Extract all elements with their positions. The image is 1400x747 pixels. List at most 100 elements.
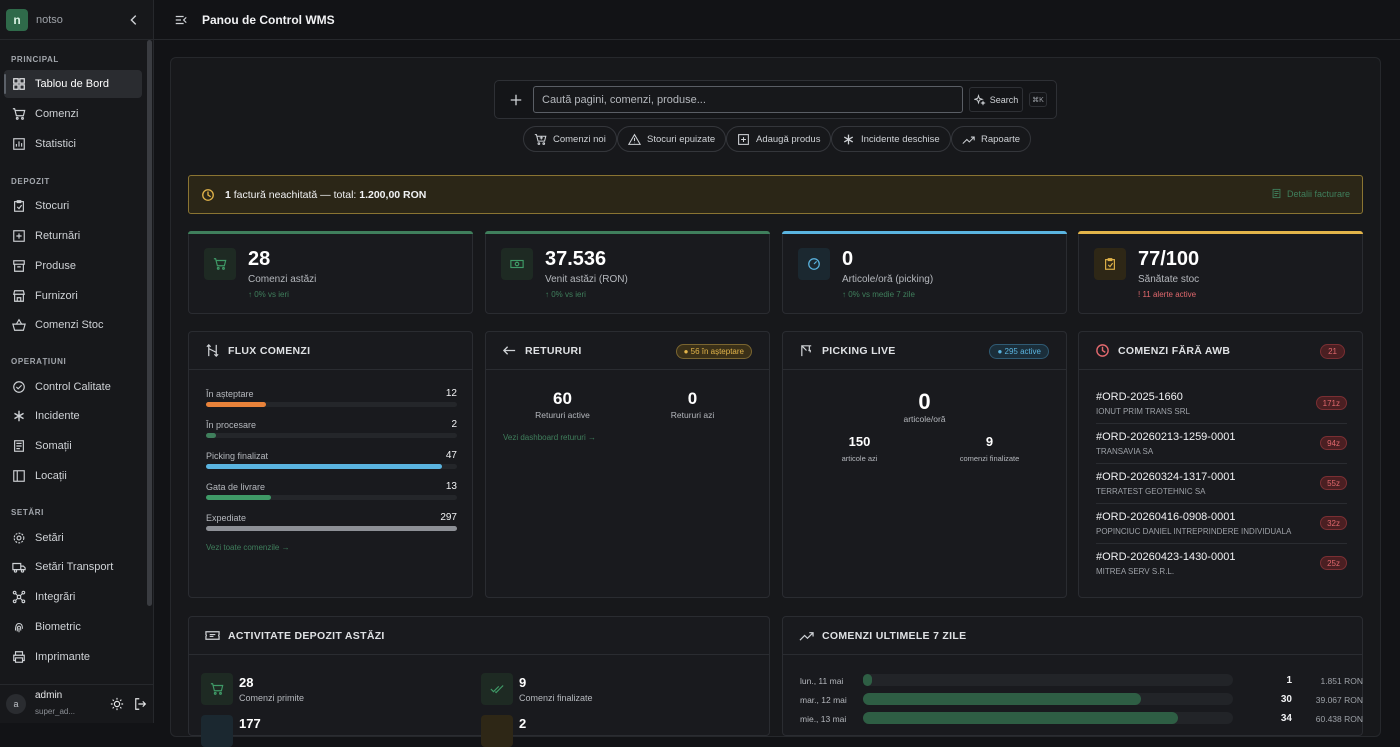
flow-row[interactable]: În procesare 2 — [206, 419, 457, 438]
avatar[interactable]: a — [6, 694, 26, 714]
awb-count-badge: 21 — [1320, 344, 1345, 359]
awb-order-row[interactable]: #ORD-20260423-1430-0001 MITREA SERV S.R.… — [1096, 544, 1347, 584]
sidebar-item-label: Returnări — [35, 230, 81, 242]
brand-logo[interactable]: n — [6, 8, 28, 31]
awb-order-row[interactable]: #ORD-2025-1660 IONUT PRIM TRANS SRL 171z — [1096, 384, 1347, 424]
quick-action-stocuri-epuizate[interactable]: Stocuri epuizate — [617, 126, 727, 152]
card-title: PICKING LIVE — [822, 344, 896, 357]
day-fill — [863, 693, 1141, 705]
sidebar-item-integrari[interactable]: Integrări — [4, 583, 142, 611]
order-age-badge: 25z — [1320, 556, 1347, 570]
return-box-icon — [13, 230, 25, 242]
awb-order-row[interactable]: #ORD-20260416-0908-0001 POPINCIUC DANIEL… — [1096, 504, 1347, 544]
kpi-revenue-today[interactable]: 37.536 Venit astăzi (RON) ↑ 0% vs ieri — [485, 231, 770, 314]
chevron-left-icon[interactable] — [127, 13, 141, 27]
top-bar: Panou de Control WMS — [154, 0, 1400, 40]
search-input[interactable] — [533, 86, 963, 113]
sidebar-item-imprimante[interactable]: Imprimante — [4, 643, 142, 671]
sun-icon[interactable] — [110, 697, 124, 711]
clipboard-check-icon — [1105, 258, 1115, 270]
sidebar-item-comenzi[interactable]: Comenzi — [4, 100, 142, 128]
active-returns-value: 60 — [553, 389, 572, 408]
activity-icon-wrap — [201, 715, 233, 747]
section-operatiuni: OPERAȚIUNI — [11, 357, 67, 366]
sidebar-item-control-calitate[interactable]: Control Calitate — [4, 373, 142, 401]
quick-action-adauga-produs[interactable]: Adaugă produs — [726, 126, 832, 152]
sidebar-nav[interactable]: PRINCIPAL Tablou de Bord Comenzi Statist… — [0, 40, 154, 684]
kpi-accent-bar — [782, 231, 1067, 234]
sidebar-toggle-icon[interactable] — [174, 13, 188, 27]
brand-name: notso — [36, 13, 63, 26]
returns-dashboard-link[interactable]: Vezi dashboard retururi → — [503, 433, 596, 442]
order-flow-card: FLUX COMENZI În așteptare 12 În procesar… — [188, 331, 473, 598]
sidebar-item-setari[interactable]: Setări — [4, 524, 142, 552]
sidebar-item-tablou-de-bord[interactable]: Tablou de Bord — [4, 70, 142, 98]
arrow-back-icon — [502, 346, 516, 355]
awb-order-row[interactable]: #ORD-20260324-1317-0001 TERRATEST GEOTEH… — [1096, 464, 1347, 504]
kpi-orders-today[interactable]: 28 Comenzi astăzi ↑ 0% vs ieri — [188, 231, 473, 314]
fingerprint-icon — [14, 622, 24, 633]
chart-icon — [13, 138, 25, 150]
picking-live-card: PICKING LIVE ● 295 active 0 articole/oră… — [782, 331, 1067, 598]
plus-icon[interactable] — [509, 93, 523, 107]
sidebar-item-setari-transport[interactable]: Setări Transport — [4, 553, 142, 581]
awb-order-row[interactable]: #ORD-20260213-1259-0001 TRANSAVIA SA 94z — [1096, 424, 1347, 464]
logout-icon[interactable] — [134, 697, 148, 711]
activity-label: Comenzi primite — [239, 693, 305, 703]
activity-value: 177 — [239, 716, 261, 731]
kpi-stock-health[interactable]: 77/100 Sănătate stoc ! 11 alerte active — [1078, 231, 1363, 314]
sidebar-item-furnizori[interactable]: Furnizori — [4, 282, 142, 310]
quick-action-incidente-deschise[interactable]: Incidente deschise — [831, 126, 951, 152]
quick-action-label: Stocuri epuizate — [647, 133, 716, 145]
today-returns-label: Retururi azi — [670, 410, 715, 420]
flow-label: În procesare — [206, 420, 257, 430]
sidebar-item-locatii[interactable]: Locații — [4, 462, 142, 490]
day-row[interactable]: lun., 11 mai 1 1.851 RON — [800, 674, 1363, 690]
search-button[interactable]: Search — [969, 87, 1023, 112]
view-all-orders-link[interactable]: Vezi toate comenzile → — [206, 543, 290, 552]
sidebar-item-comenzi-stoc[interactable]: Comenzi Stoc — [4, 311, 142, 339]
sidebar-item-stocuri[interactable]: Stocuri — [4, 192, 142, 220]
flow-label: Expediate — [206, 513, 247, 523]
day-row[interactable]: mar., 12 mai 30 39.067 RON — [800, 693, 1363, 709]
flow-row[interactable]: Expediate 297 — [206, 512, 457, 531]
alert-count: 1 — [225, 188, 231, 201]
day-track — [863, 674, 1233, 686]
sidebar-item-returnari[interactable]: Returnări — [4, 222, 142, 250]
kpi-value: 37.536 — [545, 248, 607, 270]
sidebar-item-statistici[interactable]: Statistici — [4, 130, 142, 158]
kpi-label: Venit astăzi (RON) — [545, 274, 628, 285]
sidebar: n notso PRINCIPAL Tablou de Bord Comenzi… — [0, 0, 154, 723]
archive-icon — [13, 260, 25, 272]
flow-label: Gata de livrare — [206, 482, 266, 492]
sidebar-item-produse[interactable]: Produse — [4, 252, 142, 280]
quick-action-label: Comenzi noi — [553, 133, 606, 145]
card-header: RETURURI — [486, 332, 769, 370]
picked-items-label: articole azi — [841, 454, 878, 463]
sidebar-scrollbar[interactable] — [147, 40, 152, 606]
sidebar-item-label: Comenzi — [35, 108, 79, 120]
sidebar-item-incidente[interactable]: Incidente — [4, 402, 142, 430]
sidebar-item-somatii[interactable]: Somații — [4, 432, 142, 460]
flow-count: 297 — [440, 512, 457, 523]
kpi-picking-rate[interactable]: 0 Articole/oră (picking) ↑ 0% vs medie 7… — [782, 231, 1067, 314]
sidebar-item-biometric[interactable]: Biometric — [4, 613, 142, 641]
cart-icon — [213, 258, 227, 270]
activity-label: Comenzi finalizate — [519, 693, 593, 703]
billing-details-link[interactable]: Detalii facturare — [1271, 188, 1350, 199]
flow-row[interactable]: Picking finalizat 47 — [206, 450, 457, 469]
day-row[interactable]: mie., 13 mai 34 60.438 RON — [800, 712, 1363, 728]
orders-without-awb-card: COMENZI FĂRĂ AWB 21 #ORD-2025-1660 IONUT… — [1078, 331, 1363, 598]
sparkle-icon — [973, 93, 986, 106]
flow-row[interactable]: În așteptare 12 — [206, 388, 457, 407]
printer-icon — [13, 651, 25, 663]
finished-orders-label: comenzi finalizate — [959, 454, 1020, 463]
picking-rate-value: 0 — [918, 389, 931, 414]
activity-value: 28 — [239, 675, 254, 690]
quick-action-rapoarte[interactable]: Rapoarte — [951, 126, 1032, 152]
day-count: 30 — [1280, 694, 1292, 705]
quick-action-comenzi-noi[interactable]: Comenzi noi — [523, 126, 617, 152]
activity-icon-wrap — [201, 673, 233, 705]
active-returns-label: Retururi active — [535, 410, 590, 420]
flow-row[interactable]: Gata de livrare 13 — [206, 481, 457, 500]
